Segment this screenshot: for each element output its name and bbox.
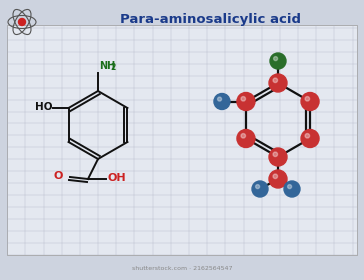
Circle shape	[305, 97, 310, 101]
Circle shape	[241, 134, 245, 138]
Circle shape	[218, 97, 222, 101]
Text: Para-aminosalicylic acid: Para-aminosalicylic acid	[119, 13, 301, 27]
Circle shape	[256, 185, 260, 189]
Circle shape	[284, 181, 300, 197]
Circle shape	[274, 57, 278, 60]
Circle shape	[237, 129, 255, 148]
Circle shape	[214, 94, 230, 109]
Circle shape	[301, 92, 319, 111]
Text: HO: HO	[35, 102, 52, 112]
Circle shape	[273, 152, 278, 157]
Text: OH: OH	[107, 173, 126, 183]
Circle shape	[269, 148, 287, 166]
Circle shape	[237, 92, 255, 111]
Text: shutterstock.com · 2162564547: shutterstock.com · 2162564547	[132, 265, 232, 270]
Circle shape	[288, 185, 292, 189]
Text: O: O	[54, 171, 63, 181]
Circle shape	[269, 170, 287, 188]
Circle shape	[273, 174, 278, 179]
Text: NH: NH	[99, 61, 115, 71]
Text: 2: 2	[110, 63, 115, 72]
Circle shape	[270, 53, 286, 69]
Circle shape	[241, 97, 245, 101]
Circle shape	[269, 74, 287, 92]
Circle shape	[252, 181, 268, 197]
Circle shape	[19, 18, 25, 25]
Circle shape	[273, 78, 278, 83]
Circle shape	[301, 129, 319, 148]
Circle shape	[305, 134, 310, 138]
